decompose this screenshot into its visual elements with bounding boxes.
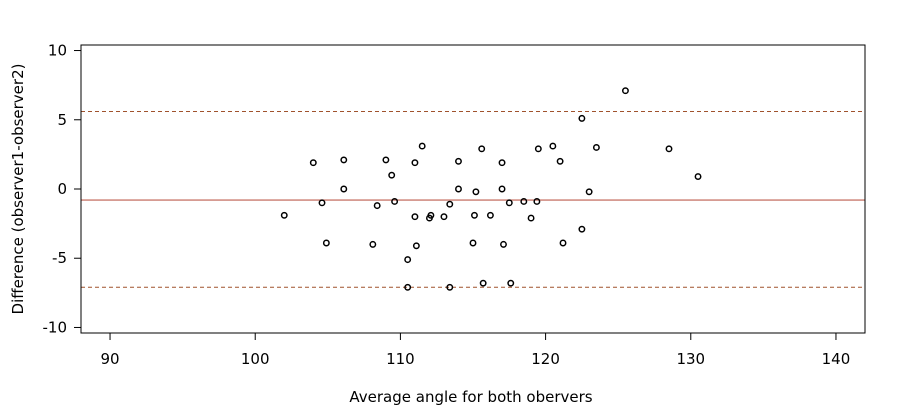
data-point (340, 185, 348, 193)
data-point (322, 239, 330, 247)
data-point (440, 213, 448, 221)
data-point (533, 198, 541, 205)
data-point (505, 199, 513, 207)
data-point (507, 279, 515, 287)
y-tick-label: 5 (57, 111, 67, 129)
y-axis: -10 -5 0 5 10 (43, 42, 81, 336)
data-point (388, 171, 396, 179)
y-tick-label: -5 (52, 249, 67, 267)
x-tick-label: 100 (241, 350, 270, 368)
data-point (498, 185, 506, 193)
y-axis-title: Difference (observer1-observer2) (9, 64, 27, 315)
data-point (340, 156, 348, 164)
x-tick-label: 110 (386, 350, 415, 368)
data-point (280, 211, 288, 219)
data-point (427, 211, 435, 219)
data-point (373, 202, 381, 210)
y-tick-label: 0 (57, 180, 67, 198)
data-point (404, 283, 412, 291)
data-point (486, 211, 494, 219)
y-tick-label: 10 (48, 42, 67, 60)
data-point (578, 225, 586, 233)
x-tick-label: 120 (531, 350, 560, 368)
data-points (280, 87, 702, 291)
data-point (382, 156, 390, 164)
data-point (479, 279, 487, 287)
data-point (412, 242, 420, 250)
reference-lines (81, 110, 865, 288)
data-point (446, 283, 454, 291)
data-point (318, 199, 326, 207)
x-tick-label: 90 (100, 350, 119, 368)
data-point (455, 185, 462, 193)
data-point (498, 159, 506, 167)
data-point (665, 145, 673, 153)
data-point (592, 144, 600, 151)
data-point (391, 198, 399, 205)
data-point (411, 213, 419, 221)
data-point (527, 214, 535, 222)
data-point (534, 145, 542, 153)
data-point (472, 188, 480, 196)
data-point (578, 114, 586, 122)
data-point (559, 239, 567, 247)
data-point (500, 240, 507, 248)
data-point (549, 142, 557, 150)
data-point (585, 188, 593, 196)
data-point (478, 145, 486, 153)
data-point (455, 157, 462, 165)
x-axis: 90 100 110 120 130 140 (100, 332, 851, 368)
x-tick-label: 140 (822, 350, 851, 368)
data-point (309, 159, 317, 167)
data-point (471, 211, 478, 219)
data-point (411, 159, 419, 167)
y-tick-label: -10 (43, 318, 68, 336)
plot-area-frame (80, 44, 866, 334)
data-point (369, 240, 377, 248)
data-point (556, 157, 564, 165)
data-point (469, 239, 477, 247)
x-tick-label: 130 (676, 350, 705, 368)
x-axis-title: Average angle for both obervers (349, 388, 592, 406)
data-point (694, 173, 702, 180)
data-point (621, 87, 629, 95)
data-point (404, 256, 412, 264)
data-point (446, 200, 454, 208)
data-point (418, 142, 426, 150)
data-point (520, 198, 528, 205)
